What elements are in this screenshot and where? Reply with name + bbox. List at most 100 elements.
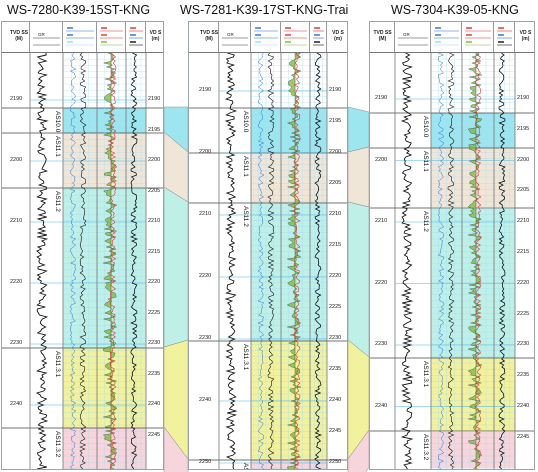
depth-tick-label: 2210: [199, 211, 212, 217]
vd-header-label: VD S (m): [149, 30, 162, 42]
track1-curve: [257, 53, 265, 469]
log-track-header[interactable]: [189, 22, 219, 52]
depth-tick-label: 2230: [199, 335, 212, 341]
depth-header-label: TVD SS (M): [373, 30, 392, 42]
depth-header-label: TVD SS (M): [9, 30, 29, 42]
depth-tick-label: 2190: [375, 95, 388, 101]
depth-tick-label: 2240: [199, 397, 212, 403]
header-scale-lines: [398, 27, 512, 46]
well-panel-1[interactable]: TVD SS (M) VD S (m) GR 2190 2200 2210 2220 2230…: [1, 21, 164, 470]
zone-label: AS11.1: [422, 151, 429, 172]
track1-curve: [69, 53, 77, 469]
depth-tick-label: 2220: [10, 279, 23, 285]
vd-tick-label: 2240: [329, 397, 342, 403]
vd-tick-label: 2240: [148, 401, 161, 407]
vd-tick-label: 2225: [329, 304, 342, 310]
log-tracks[interactable]: 2190 2200 2210 2220 2230 2240 2250 2190 2195 2200…: [189, 53, 347, 469]
vd-tick-label: 2220: [148, 279, 161, 285]
zone-label: AS11.3.2: [54, 431, 61, 458]
vd-header-label: VD S (m): [332, 30, 344, 42]
well-title-3[interactable]: WS-7304-K39-05-KNG: [391, 3, 519, 17]
depth-column-header[interactable]: [395, 22, 431, 52]
zone-label: AS11.3.1: [242, 344, 249, 371]
depth-tick-label: 2240: [10, 401, 23, 407]
correlation-band-AS11.2: [347, 201, 370, 358]
vd-tick-label: 2190: [517, 95, 530, 101]
zone-label: AS11.3.1: [422, 361, 429, 388]
log-tracks[interactable]: 2190 2200 2210 2220 2230 2240 2190 2195 2200 2205…: [2, 53, 163, 469]
vd-tick-label: 2230: [329, 335, 342, 341]
depth-tick-label: 2230: [375, 341, 388, 347]
well-title-1[interactable]: WS-7280-K39-15ST-KNG: [7, 3, 151, 17]
log-track-header[interactable]: [431, 22, 462, 52]
log-canvas: [370, 53, 534, 469]
track1-curve: [267, 53, 275, 469]
zone-label: AS11.3.2: [422, 434, 429, 461]
vd-tick-label: 2220: [329, 273, 342, 279]
log-track-header[interactable]: [462, 22, 494, 52]
depth-column-header[interactable]: [219, 22, 251, 52]
vd-tick-label: 2225: [517, 310, 530, 317]
track3-curve: [498, 53, 506, 469]
log-track-header[interactable]: [310, 22, 327, 52]
vd-tick-label: 2225: [148, 309, 161, 316]
header-scale-lines: [222, 27, 324, 46]
depth-tick-label: 2190: [199, 87, 212, 93]
zone-label: AS11.2: [54, 191, 61, 212]
log-canvas: [189, 53, 347, 469]
well-panel-2[interactable]: TVD SS (M) VD S (m) GR 2190 2200 2210 2220 2230…: [188, 21, 348, 470]
zone-band-AS11.1: [431, 148, 515, 208]
log-track-header[interactable]: [494, 22, 515, 52]
vd-tick-label: 2250: [329, 459, 342, 465]
vd-tick-label: 2215: [517, 249, 530, 255]
zone-label: AS10.0: [242, 111, 249, 133]
vd-tick-label: 2215: [329, 242, 342, 248]
track2-fill: [467, 53, 483, 469]
well-panel-3[interactable]: TVD SS (M) VD S (m) GR 2190 2200 2210 2220 2230…: [369, 21, 535, 470]
depth-tick-label: 2230: [10, 340, 23, 346]
track1-curve: [79, 53, 87, 469]
log-track-header[interactable]: [251, 22, 281, 52]
vd-tick-label: 2210: [517, 218, 530, 225]
vd-tick-label: 2230: [517, 341, 530, 348]
well-title-2[interactable]: WS-7281-K39-17ST-KNG-Training: [180, 3, 348, 17]
track2-curve: [474, 53, 482, 469]
log-track-header[interactable]: [126, 22, 146, 52]
vd-tick-label: 2200: [148, 157, 161, 163]
depth-tick-label: 2200: [199, 149, 212, 155]
track-header: TVD SS (M) VD S (m) GR: [370, 22, 534, 53]
vd-tick-label: 2200: [329, 149, 342, 155]
vd-tick-label: 2245: [329, 428, 342, 434]
track2-curve: [293, 53, 301, 469]
depth-tick-label: 2220: [199, 273, 212, 279]
depth-tick-label: 2190: [10, 96, 23, 102]
log-tracks[interactable]: 2190 2200 2210 2220 2230 2240 2190 2195 2200 2205…: [370, 53, 534, 469]
gr-curve-label: GR: [403, 32, 410, 37]
depth-tick-label: 2250: [199, 459, 212, 465]
log-track-header[interactable]: [370, 22, 395, 52]
vd-tick-label: 2205: [517, 187, 530, 194]
log-track-header[interactable]: [97, 22, 126, 52]
depth-tick-label: 2210: [375, 218, 388, 224]
vd-tick-label: 2200: [517, 156, 530, 163]
zone-label: AS11.2: [242, 206, 249, 227]
log-canvas: [2, 53, 163, 469]
vd-tick-label: 2190: [148, 96, 161, 102]
log-track-header[interactable]: [2, 22, 30, 52]
log-track-header[interactable]: [281, 22, 310, 52]
correlation-band-AS11.2: [163, 186, 189, 348]
log-track-header[interactable]: [63, 22, 97, 52]
zone-label: AS11.3.1: [54, 351, 61, 378]
correlation-band-AS11.1: [347, 146, 370, 208]
depth-column-header[interactable]: [30, 22, 63, 52]
zone-label: AS11.3.2: [242, 463, 249, 469]
vd-tick-label: 2195: [517, 125, 530, 132]
depth-tick-label: 2200: [10, 157, 23, 163]
vd-tick-label: 2235: [329, 366, 342, 372]
vd-tick-label: 2235: [148, 370, 161, 377]
zone-label: AS10.0: [54, 111, 61, 133]
depth-tick-label: 2240: [375, 402, 388, 409]
track2-curve: [109, 53, 117, 469]
